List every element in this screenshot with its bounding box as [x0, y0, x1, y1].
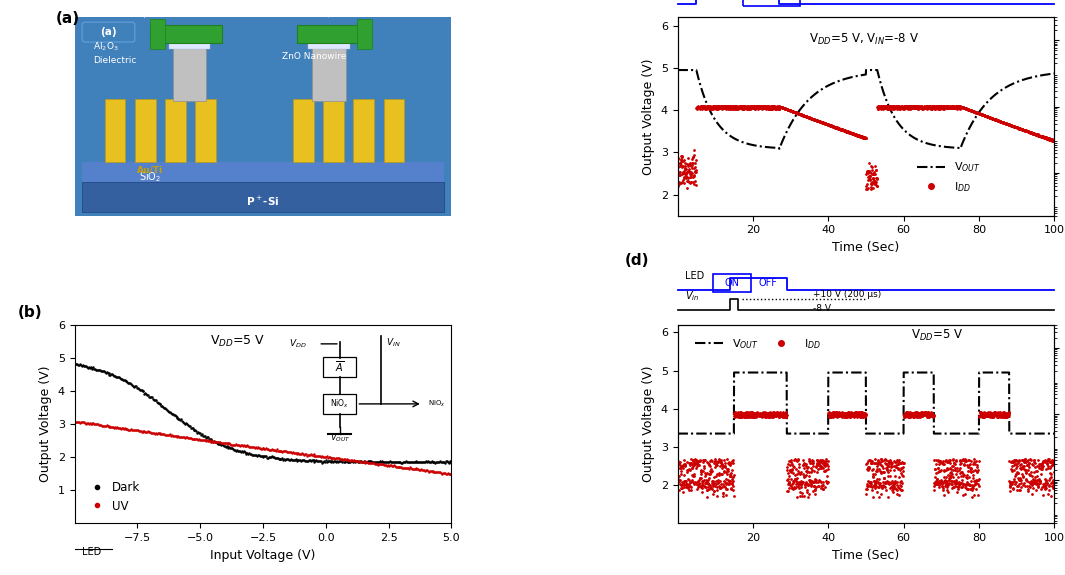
FancyBboxPatch shape	[75, 17, 452, 216]
Text: +10 V (200 μs): +10 V (200 μs)	[814, 290, 882, 299]
Text: OFF: OFF	[812, 0, 830, 2]
Text: V$_{DD}$=5 V: V$_{DD}$=5 V	[210, 334, 265, 349]
Text: ON: ON	[765, 0, 780, 2]
Legend: V$_{OUT}$, I$_{DD}$: V$_{OUT}$, I$_{DD}$	[913, 156, 985, 198]
Text: LED: LED	[685, 271, 704, 281]
Text: (a): (a)	[100, 27, 117, 37]
X-axis label: Input Voltage (V): Input Voltage (V)	[210, 549, 315, 562]
FancyBboxPatch shape	[168, 41, 210, 49]
Y-axis label: Output Voltage (V): Output Voltage (V)	[39, 366, 52, 482]
FancyBboxPatch shape	[150, 25, 222, 43]
X-axis label: Time (Sec): Time (Sec)	[833, 241, 900, 254]
Text: V$_{DD}$=5 V, V$_{IN}$=-8 V: V$_{DD}$=5 V, V$_{IN}$=-8 V	[809, 32, 919, 47]
FancyBboxPatch shape	[135, 98, 155, 162]
Text: Dielectric: Dielectric	[94, 56, 136, 66]
FancyBboxPatch shape	[82, 162, 444, 182]
Text: NiO$_x$ Gate: NiO$_x$ Gate	[324, 0, 368, 22]
FancyBboxPatch shape	[82, 22, 135, 42]
FancyBboxPatch shape	[82, 182, 444, 212]
FancyBboxPatch shape	[165, 98, 185, 162]
FancyBboxPatch shape	[383, 98, 405, 162]
Text: LED: LED	[82, 547, 101, 557]
FancyBboxPatch shape	[173, 45, 207, 101]
FancyBboxPatch shape	[293, 98, 314, 162]
FancyBboxPatch shape	[195, 98, 216, 162]
FancyBboxPatch shape	[150, 19, 165, 49]
FancyBboxPatch shape	[297, 25, 368, 43]
Text: (a): (a)	[55, 12, 80, 26]
Text: ON: ON	[724, 278, 740, 288]
Text: Au/Ti: Au/Ti	[137, 166, 163, 175]
Y-axis label: Output Voltage (V): Output Voltage (V)	[642, 58, 655, 175]
FancyBboxPatch shape	[104, 98, 126, 162]
Text: Al/NiO$_x$ Gate: Al/NiO$_x$ Gate	[142, 0, 196, 22]
Text: $V_{in}$: $V_{in}$	[685, 289, 700, 303]
Text: V$_{DD}$=5 V: V$_{DD}$=5 V	[912, 328, 964, 343]
Text: -8 V: -8 V	[814, 304, 831, 313]
Text: (d): (d)	[625, 254, 650, 269]
Text: Al$_2$O$_3$: Al$_2$O$_3$	[94, 41, 119, 53]
FancyBboxPatch shape	[312, 45, 346, 101]
FancyBboxPatch shape	[354, 98, 374, 162]
X-axis label: Time (Sec): Time (Sec)	[833, 549, 900, 562]
Text: SiO$_2$: SiO$_2$	[138, 170, 161, 184]
FancyBboxPatch shape	[324, 98, 344, 162]
Legend: V$_{OUT}$, I$_{DD}$: V$_{OUT}$, I$_{DD}$	[690, 332, 825, 355]
Text: OFF: OFF	[758, 278, 777, 288]
FancyBboxPatch shape	[357, 19, 373, 49]
Legend: Dark, UV: Dark, UV	[81, 476, 145, 518]
Text: ZnO Nanowire: ZnO Nanowire	[282, 52, 346, 62]
Y-axis label: Output Voltage (V): Output Voltage (V)	[642, 366, 655, 482]
FancyBboxPatch shape	[308, 41, 349, 49]
Text: (b): (b)	[18, 305, 43, 320]
Text: P$^+$-Si: P$^+$-Si	[246, 196, 280, 208]
